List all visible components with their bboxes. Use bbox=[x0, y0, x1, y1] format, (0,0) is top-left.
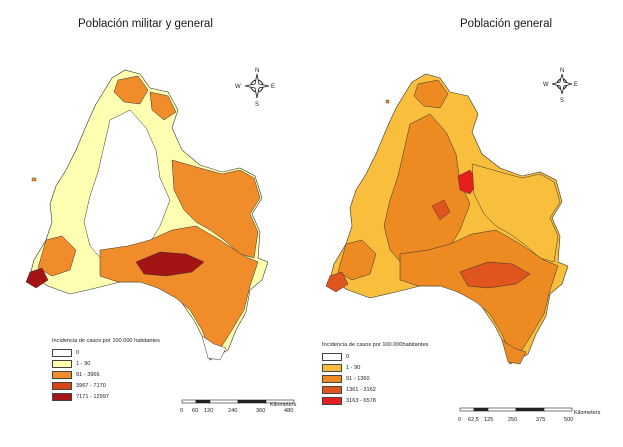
right-legend-swatch bbox=[322, 374, 342, 383]
left-north-region bbox=[113, 75, 149, 105]
right-legend: Incidencia de casos por 100.000habitante… bbox=[322, 342, 442, 406]
left-legend-swatch bbox=[52, 381, 72, 390]
left-guaviare-region bbox=[135, 251, 205, 277]
right-legend-swatch bbox=[322, 396, 342, 405]
right-compass-n: N bbox=[560, 68, 564, 74]
left-legend-row: 91 - 3966 bbox=[52, 369, 172, 380]
right-compass-s: S bbox=[560, 98, 564, 104]
left-scale-unit: Kilometers bbox=[270, 402, 297, 408]
left-northeast-region bbox=[149, 91, 177, 121]
right-scale-tick-0: 0 bbox=[458, 417, 461, 423]
right-legend-row: 0 bbox=[322, 351, 442, 362]
left-legend-swatch bbox=[52, 359, 72, 368]
right-legend-row: 1 - 90 bbox=[322, 362, 442, 373]
right-legend-label: 1361 - 3162 bbox=[346, 386, 376, 393]
left-scale-tick-2: 120 bbox=[204, 408, 213, 414]
left-legend-label: 7171 - 12997 bbox=[76, 393, 109, 400]
right-legend-label: 1 - 90 bbox=[346, 364, 361, 371]
left-compass-w: W bbox=[235, 84, 241, 90]
left-island bbox=[31, 177, 37, 182]
left-compass-e: E bbox=[271, 84, 275, 90]
right-scale-tick-2: 125 bbox=[484, 417, 493, 423]
left-legend-row: 3967 - 7170 bbox=[52, 380, 172, 391]
left-eastern-region bbox=[171, 159, 261, 259]
right-legend-row: 3163 - 6578 bbox=[322, 395, 442, 406]
right-scale-tick-5: 500 bbox=[564, 417, 573, 423]
right-legend-label: 3163 - 6578 bbox=[346, 397, 376, 404]
left-legend-swatch bbox=[52, 348, 72, 357]
right-map-figure: N S E W 0 62,5 125 250 375 500 Kilometer… bbox=[325, 68, 601, 423]
right-scale-tick-3: 250 bbox=[508, 417, 517, 423]
left-legend-label: 91 - 3966 bbox=[76, 371, 100, 378]
right-compass-e: E bbox=[574, 82, 578, 88]
left-legend-row: 1 - 90 bbox=[52, 358, 172, 369]
left-legend-label: 3967 - 7170 bbox=[76, 382, 106, 389]
left-amazon-region bbox=[99, 225, 259, 351]
right-legend-label: 0 bbox=[346, 353, 350, 360]
left-nariño-region bbox=[25, 267, 49, 289]
left-map-panel: Población militar y general N S E W bbox=[25, 18, 297, 414]
right-legend-swatch bbox=[322, 352, 342, 361]
left-legend-row: 7171 - 12997 bbox=[52, 391, 172, 402]
left-map-figure: N S E W 0 60 120 240 360 480 Kilometers bbox=[25, 68, 297, 414]
right-legend-heading: Incidencia de casos por 100.000habitante… bbox=[322, 342, 429, 348]
right-pacific-region bbox=[337, 239, 377, 281]
left-scale-tick-1: 60 bbox=[192, 408, 198, 414]
left-legend-row: 0 bbox=[52, 347, 172, 358]
left-legend-label: 0 bbox=[76, 349, 80, 356]
right-amazon-region bbox=[399, 229, 559, 355]
right-compass-icon: N S E W bbox=[543, 68, 578, 104]
right-leticia-tip bbox=[501, 339, 527, 365]
right-north-region bbox=[413, 79, 449, 109]
left-scale-tick-0: 0 bbox=[180, 408, 183, 414]
left-scale-tick-4: 360 bbox=[256, 408, 265, 414]
right-island bbox=[385, 99, 390, 104]
right-compass-w: W bbox=[543, 82, 549, 88]
left-legend-heading: Incidencia de casos por 100.000 habitant… bbox=[52, 338, 160, 344]
right-map-title: Población general bbox=[460, 18, 553, 30]
left-pacific-region bbox=[37, 235, 77, 277]
right-scale-tick-4: 375 bbox=[536, 417, 545, 423]
right-scale-tick-1: 62,5 bbox=[468, 417, 479, 423]
right-scale-unit: Kilometers bbox=[574, 410, 601, 416]
right-legend-swatch bbox=[322, 385, 342, 394]
left-legend-label: 1 - 90 bbox=[76, 360, 91, 367]
left-scale-tick-5: 480 bbox=[284, 408, 293, 414]
left-compass-icon: N S E W bbox=[235, 68, 275, 108]
right-legend-label: 91 - 1360 bbox=[346, 375, 370, 382]
right-guaviare-region bbox=[459, 261, 531, 289]
left-legend: Incidencia de casos por 100.000 habitant… bbox=[52, 338, 172, 402]
right-central-hotspot-2 bbox=[431, 199, 451, 221]
left-scale-tick-3: 240 bbox=[228, 408, 237, 414]
left-leticia-tip bbox=[201, 335, 227, 361]
right-narino-region bbox=[325, 271, 349, 293]
right-legend-row: 1361 - 3162 bbox=[322, 384, 442, 395]
left-compass-s: S bbox=[255, 102, 259, 108]
right-map-panel: Población general N S E W bbox=[312, 0, 623, 447]
right-legend-swatch bbox=[322, 363, 342, 372]
right-scale-bar: 0 62,5 125 250 375 500 Kilometers bbox=[458, 407, 601, 423]
left-compass-n: N bbox=[255, 68, 259, 74]
right-eastern-region bbox=[471, 163, 561, 263]
left-scale-bar: 0 60 120 240 360 480 Kilometers bbox=[180, 399, 297, 414]
right-legend-row: 91 - 1360 bbox=[322, 373, 442, 384]
left-map-title: Población militar y general bbox=[78, 18, 213, 30]
left-legend-swatch bbox=[52, 370, 72, 379]
left-legend-swatch bbox=[52, 392, 72, 401]
